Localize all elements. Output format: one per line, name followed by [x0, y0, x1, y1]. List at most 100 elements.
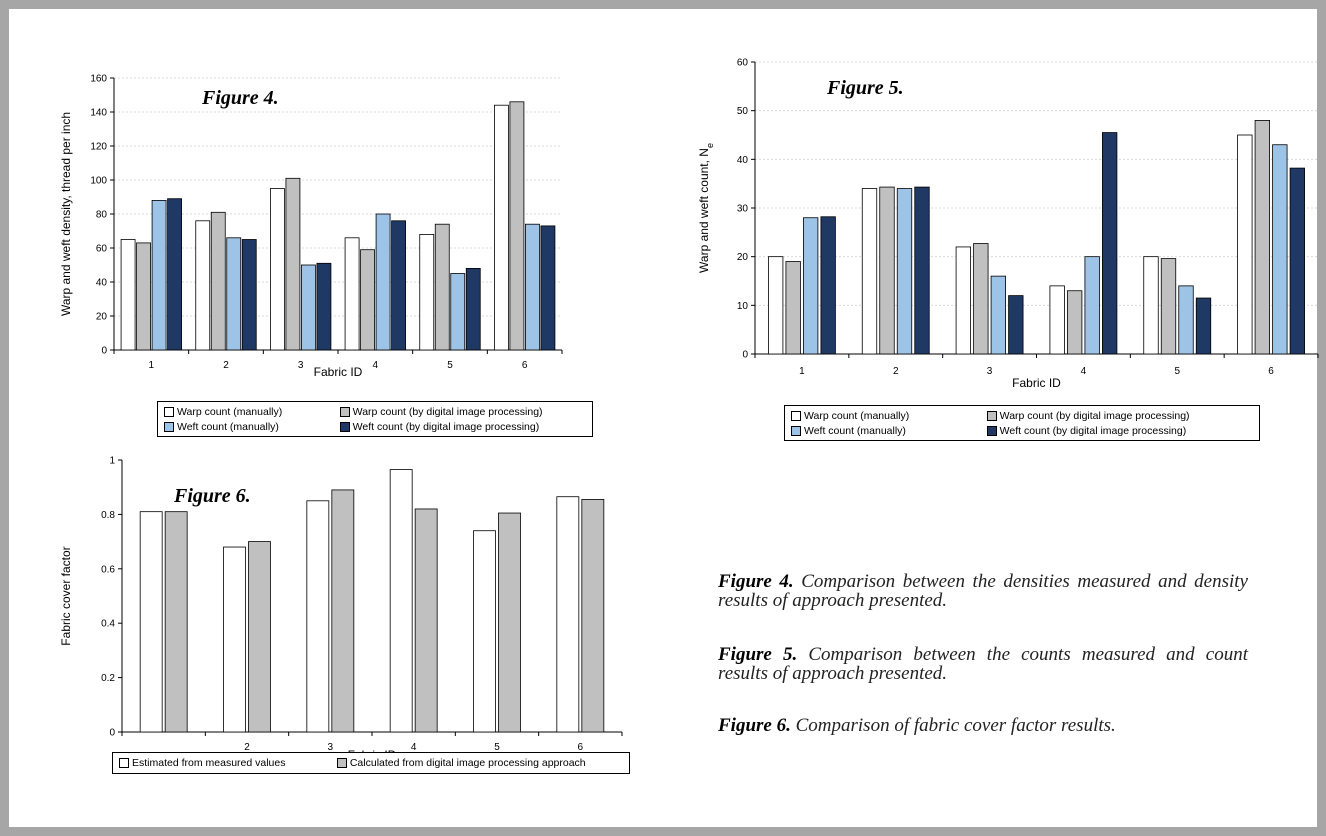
legend-swatch — [986, 425, 997, 436]
legend-item: Warp count (by digital image processing) — [986, 409, 1253, 422]
bar — [540, 225, 556, 351]
bar — [1289, 167, 1305, 355]
legend-item: Weft count (by digital image processing) — [339, 420, 586, 433]
caption-figure-6: Figure 6. Comparison of fabric cover fac… — [718, 716, 1248, 735]
x-tick-label: 3 — [328, 742, 334, 753]
bar — [195, 220, 211, 351]
bar — [525, 223, 540, 351]
legend-swatch — [119, 758, 129, 768]
bar — [494, 104, 509, 351]
bar — [1067, 290, 1083, 355]
y-tick-label: 0.4 — [101, 619, 115, 630]
bar — [306, 500, 330, 733]
y-axis-label: Warp and weft density, thread per inch — [59, 112, 73, 316]
legend-swatch — [336, 758, 347, 768]
bar — [285, 177, 301, 351]
legend-label: Warp count (by digital image processing) — [352, 405, 543, 418]
figure-title: Figure 6. — [173, 485, 251, 507]
figure-6-legend: Estimated from measured values Calculated… — [112, 752, 630, 774]
legend-label: Warp count (manually) — [177, 405, 283, 418]
x-tick-label: 6 — [1268, 366, 1274, 377]
legend-item: Warp count (manually) — [164, 405, 326, 418]
caption-figure-5-text: Comparison between the counts measured a… — [718, 644, 1248, 684]
x-tick-label: 3 — [987, 366, 993, 377]
bar — [414, 508, 438, 733]
bar — [473, 530, 496, 733]
y-tick-label: 10 — [737, 301, 749, 312]
legend-label: Weft count (manually) — [804, 424, 906, 437]
caption-figure-4: Figure 4. Comparison between the densiti… — [718, 572, 1248, 610]
bar — [581, 499, 605, 733]
x-tick-label: 5 — [447, 360, 453, 371]
bar — [167, 198, 182, 351]
bar — [248, 541, 271, 733]
y-tick-label: 20 — [96, 312, 108, 323]
x-tick-label: 1 — [149, 360, 155, 371]
caption-figure-5: Figure 5. Comparison between the counts … — [718, 645, 1248, 683]
bar — [1237, 134, 1253, 355]
figure-4-legend: Warp count (manually) Warp count (by digi… — [157, 401, 593, 437]
bar — [1049, 285, 1065, 355]
caption-figure-6-text: Comparison of fabric cover factor result… — [790, 715, 1116, 736]
bar — [1195, 297, 1212, 355]
bar — [344, 237, 360, 351]
bar — [879, 186, 895, 355]
bar — [498, 512, 521, 733]
y-tick-label: 100 — [90, 176, 107, 187]
bar — [419, 233, 435, 351]
y-axis-label: Fabric cover factor — [59, 546, 73, 645]
x-tick-label: 4 — [373, 360, 379, 371]
legend-label: Weft count (manually) — [177, 420, 279, 433]
y-tick-label: 60 — [737, 58, 749, 69]
bar — [861, 188, 878, 355]
bar — [270, 188, 285, 351]
y-tick-label: 40 — [96, 278, 108, 289]
bar — [803, 217, 819, 355]
bar — [785, 261, 801, 355]
y-tick-label: 0.6 — [101, 564, 115, 575]
bar — [301, 264, 316, 351]
bar — [1143, 256, 1159, 355]
bar — [509, 101, 525, 351]
legend-label: Calculated from digital image processing… — [349, 757, 586, 769]
legend-swatch — [986, 410, 997, 421]
x-tick-label: 4 — [1081, 366, 1087, 377]
bar — [914, 186, 930, 355]
bar — [820, 216, 836, 355]
legend-item: Warp count (manually) — [791, 409, 973, 422]
legend-swatch — [791, 425, 801, 436]
y-tick-label: 120 — [90, 142, 107, 153]
y-tick-label: 40 — [737, 155, 749, 166]
y-tick-label: 60 — [96, 244, 108, 255]
bar — [139, 511, 163, 733]
x-tick-label: 3 — [298, 360, 304, 371]
y-tick-label: 20 — [737, 252, 749, 263]
bar — [768, 256, 784, 355]
y-tick-label: 0.2 — [101, 673, 115, 684]
figure-5-chart: 0 10 20 30 40 50 60 1 2 3 4 5 6 Fabric ID Warp and wef… — [697, 58, 1319, 390]
bar — [1160, 258, 1177, 355]
bar — [465, 267, 481, 351]
bar — [556, 496, 580, 733]
x-tick-label: 2 — [223, 360, 229, 371]
y-tick-label: 50 — [737, 106, 749, 117]
bar — [1008, 295, 1024, 355]
x-tick-label: 2 — [893, 366, 899, 377]
caption-figure-4-text: Comparison between the densities measure… — [718, 571, 1248, 611]
caption-figure-4-label: Figure 4. — [718, 571, 794, 592]
bar — [210, 211, 226, 351]
legend-label: Estimated from measured values — [132, 757, 286, 769]
x-tick-label: 5 — [1174, 366, 1180, 377]
y-tick-label: 80 — [96, 210, 108, 221]
bar — [1272, 144, 1288, 355]
x-tick-label: 1 — [799, 366, 805, 377]
y-tick-label: 0 — [101, 346, 107, 357]
caption-figure-6-label: Figure 6. — [718, 715, 791, 736]
bar — [391, 220, 406, 351]
bar — [1178, 285, 1194, 355]
x-axis-label: Fabric ID — [1012, 376, 1061, 390]
figure-5-legend: Warp count (manually) Warp count (by digi… — [784, 405, 1260, 441]
y-tick-label: 0 — [742, 350, 748, 361]
x-tick-label: 6 — [578, 742, 584, 753]
